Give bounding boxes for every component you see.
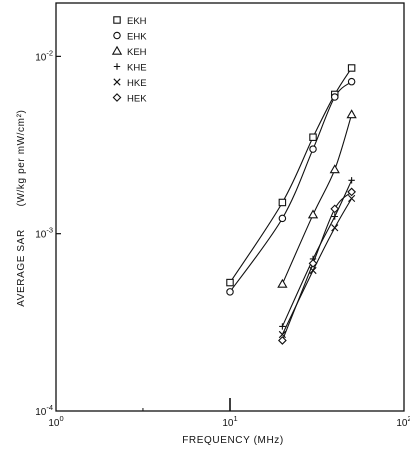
data-point-hke	[309, 266, 317, 275]
x-tick-label: 102	[396, 414, 410, 429]
data-point-khe	[331, 213, 338, 220]
legend-label-keh: KEH	[127, 47, 147, 58]
data-point-hke	[278, 330, 286, 339]
legend-marker-ehk	[113, 31, 121, 40]
legend-marker-ekh	[113, 16, 121, 24]
data-point-ehk	[278, 214, 287, 223]
y-tick-label: 10-2	[35, 48, 53, 63]
y-axis-units-label: (W/kg per mW/cm²)	[16, 110, 27, 207]
x-tick-label: 100	[48, 414, 63, 429]
data-point-ekh	[347, 64, 356, 72]
legend-marker-keh	[111, 45, 123, 55]
data-point-khe	[279, 323, 286, 330]
series-line-ehk	[229, 81, 352, 293]
data-point-ehk	[331, 93, 339, 101]
data-point-hek	[330, 204, 340, 214]
x-axis-label: FREQUENCY (MHz)	[182, 435, 284, 446]
data-point-khe	[348, 177, 355, 184]
legend-label-ehk: EHK	[127, 32, 147, 43]
data-point-ekh	[226, 278, 234, 287]
data-point-hek	[347, 187, 356, 197]
data-point-ehk	[347, 77, 356, 86]
legend-label-hke: HKE	[127, 78, 147, 89]
legend-label-hek: HEK	[127, 94, 147, 105]
y-axis-ticks: 10-4 10-3 10-2	[35, 48, 61, 418]
series-lines	[229, 67, 353, 341]
y-tick-label: 10-4	[35, 403, 53, 418]
data-point-ehk	[309, 145, 317, 153]
data-point-hke	[348, 194, 356, 203]
legend-marker-khe	[113, 63, 121, 70]
y-axis-label: AVERAGE SAR	[16, 229, 27, 307]
data-point-ekh	[278, 198, 287, 207]
series-line-keh	[281, 114, 353, 285]
x-axis-ticks: 100 101 102	[48, 398, 410, 429]
data-point-ekh	[309, 133, 317, 141]
series-markers	[226, 64, 357, 345]
legend: EKH EHK KEH KHE HKE HEK	[111, 16, 147, 105]
legend-marker-hke	[113, 78, 121, 86]
legend-label-khe: KHE	[127, 63, 147, 74]
x-tick-label: 101	[222, 414, 237, 429]
data-point-hek	[308, 259, 318, 268]
data-point-keh	[346, 109, 357, 119]
legend-marker-hek	[112, 93, 122, 102]
data-point-keh	[277, 278, 288, 288]
legend-label-ekh: EKH	[127, 16, 147, 27]
series-line-hek	[281, 191, 353, 341]
data-point-hek	[278, 336, 287, 345]
data-point-keh	[329, 164, 340, 174]
data-point-keh	[307, 209, 319, 219]
data-point-hke	[331, 224, 339, 232]
plot-frame	[55, 2, 405, 412]
y-tick-label: 10-3	[35, 226, 53, 241]
series-line-khe	[281, 180, 353, 327]
plot-area-border	[55, 2, 405, 412]
data-point-ehk	[226, 288, 234, 296]
